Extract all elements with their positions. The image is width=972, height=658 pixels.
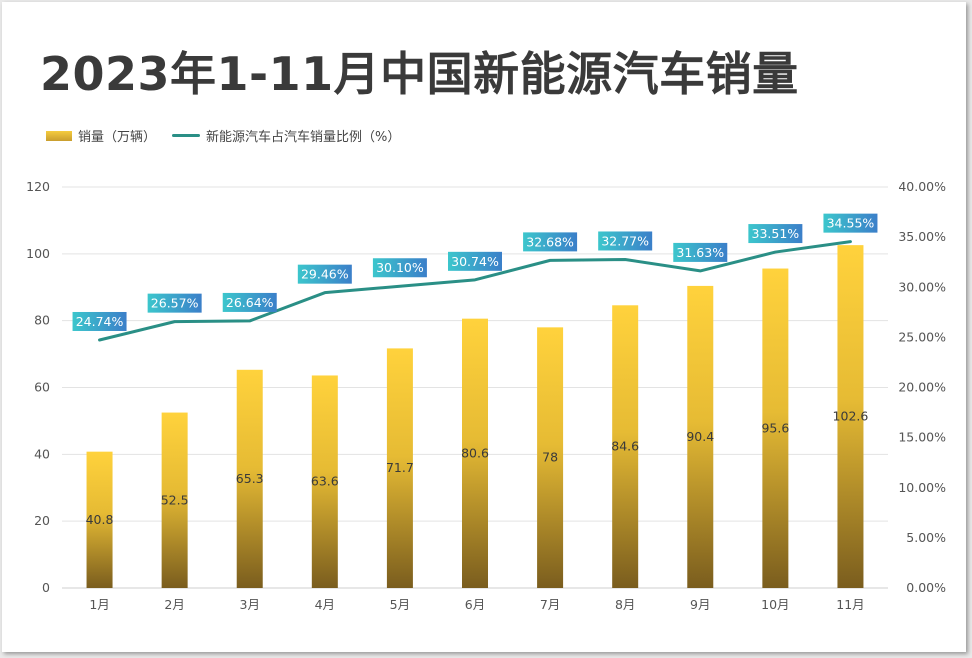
bar <box>161 412 188 588</box>
x-tick-label: 2月 <box>164 597 184 612</box>
x-tick-label: 1月 <box>89 597 109 612</box>
bar-data-label: 63.6 <box>311 474 339 489</box>
line-data-label-box <box>297 264 352 284</box>
y-left-tick-label: 60 <box>34 380 50 395</box>
line-data-label-box <box>222 292 277 312</box>
bar <box>687 285 714 588</box>
line-data-label-box <box>823 213 878 233</box>
line-data-label: 26.64% <box>226 295 274 310</box>
bar-data-label: 90.4 <box>686 429 714 444</box>
y-right-tick-label: 15.00% <box>898 430 946 445</box>
legend-bar-swatch <box>46 130 72 141</box>
line-data-label-box <box>72 311 127 331</box>
bar <box>612 305 639 588</box>
line-data-label: 26.57% <box>151 296 199 311</box>
y-right-tick-label: 40.00% <box>898 179 946 194</box>
line-data-label: 34.55% <box>827 216 875 231</box>
y-left-tick-label: 20 <box>34 513 50 528</box>
bar <box>762 268 789 588</box>
line-data-label-box <box>673 242 728 262</box>
bar <box>236 369 263 588</box>
y-right-tick-label: 10.00% <box>898 480 946 495</box>
bar-data-label: 95.6 <box>761 420 789 435</box>
y-left-tick-label: 120 <box>26 179 50 194</box>
legend-label-share: 新能源汽车占汽车销量比例（%） <box>206 130 401 145</box>
line-data-label-box <box>598 231 653 251</box>
y-right-tick-label: 25.00% <box>898 329 946 344</box>
y-left-tick-label: 40 <box>34 446 50 461</box>
bar-data-label: 65.3 <box>236 471 264 486</box>
bar <box>311 375 338 588</box>
legend: 销量（万辆） 新能源汽车占汽车销量比例（%） <box>46 126 416 145</box>
line-data-label-box <box>748 224 803 244</box>
y-left-tick-label: 80 <box>34 313 50 328</box>
bar-data-label: 40.8 <box>86 512 114 527</box>
y-right-tick-label: 20.00% <box>898 380 946 395</box>
y-right-tick-label: 0.00% <box>906 580 946 595</box>
bar-data-label: 84.6 <box>611 439 639 454</box>
line-data-label-box <box>448 251 502 271</box>
bar <box>462 318 488 588</box>
bar-data-label: 102.6 <box>833 409 869 424</box>
y-right-tick-label: 5.00% <box>906 530 946 545</box>
line-data-label: 30.74% <box>451 254 499 269</box>
line-data-label: 32.68% <box>526 234 574 249</box>
legend-item-sales: 销量（万辆） <box>46 126 156 145</box>
y-left-tick-label: 100 <box>26 246 50 261</box>
line-data-label-box <box>147 293 202 313</box>
y-right-tick-label: 35.00% <box>898 229 946 244</box>
bar-data-label: 71.7 <box>386 460 414 475</box>
legend-item-share: 新能源汽车占汽车销量比例（%） <box>172 126 400 145</box>
chart-title: 2023年1-11月中国新能源汽车销量 <box>40 47 799 101</box>
bar-data-label: 80.6 <box>461 445 489 460</box>
bar <box>837 245 864 588</box>
share-line <box>98 240 852 342</box>
line-data-label: 31.63% <box>676 245 724 260</box>
y-left-tick-label: 0 <box>42 580 50 595</box>
line-data-label: 24.74% <box>76 314 124 329</box>
x-tick-label: 4月 <box>315 597 335 612</box>
bar-data-label: 78 <box>542 450 558 465</box>
x-tick-label: 8月 <box>615 597 635 612</box>
x-tick-label: 5月 <box>390 597 410 612</box>
bar-data-label: 52.5 <box>161 492 189 507</box>
x-tick-label: 7月 <box>540 597 560 612</box>
line-data-label: 33.51% <box>752 226 800 241</box>
x-tick-label: 6月 <box>465 597 485 612</box>
bar <box>537 327 564 588</box>
legend-label-sales: 销量（万辆） <box>78 130 157 145</box>
line-data-label: 32.77% <box>601 233 649 248</box>
line-data-label-box <box>523 232 578 252</box>
legend-line-swatch <box>172 134 201 137</box>
line-data-label-box <box>372 258 427 278</box>
line-data-label: 30.10% <box>376 260 424 275</box>
bar <box>86 451 113 588</box>
x-tick-label: 9月 <box>690 597 710 612</box>
x-tick-label: 10月 <box>761 597 789 612</box>
line-data-label: 29.46% <box>301 267 349 282</box>
y-right-tick-label: 30.00% <box>898 279 946 294</box>
x-tick-label: 3月 <box>240 597 260 612</box>
bar <box>386 348 413 588</box>
x-tick-label: 11月 <box>836 597 864 612</box>
